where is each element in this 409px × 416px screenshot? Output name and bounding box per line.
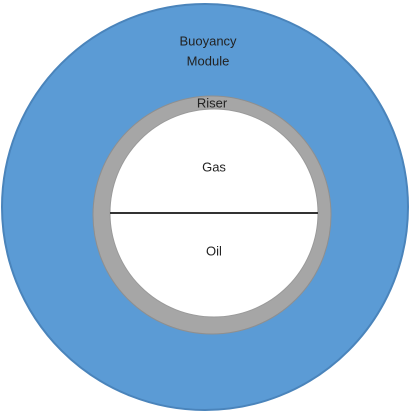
oil-label: Oil [206, 243, 222, 258]
riser-label: Riser [197, 95, 228, 110]
gas-label: Gas [202, 159, 226, 174]
buoyancy-label: Buoyancy [179, 33, 237, 48]
buoyancy-label: Module [187, 53, 230, 68]
